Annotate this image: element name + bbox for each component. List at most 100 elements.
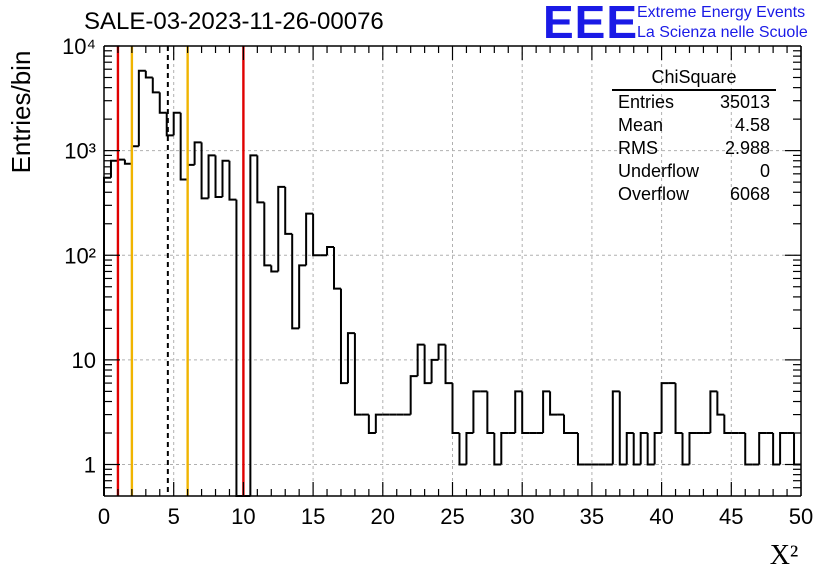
x-axis-label: X²: [770, 540, 799, 571]
x-tick-label: 5: [168, 504, 180, 529]
stats-value: 4.58: [734, 115, 770, 135]
histogram-bin: [374, 413, 383, 434]
histogram-bin: [263, 202, 272, 267]
histogram-bin: [716, 391, 725, 416]
histogram-bin: [611, 390, 620, 465]
histogram-bin: [563, 414, 571, 435]
logo-caption-line2: La Scienza nelle Scuole: [637, 24, 808, 41]
stats-row-rms: RMS 2.988: [612, 137, 776, 160]
histogram-bin: [346, 332, 355, 384]
histogram-bin: [423, 344, 432, 385]
x-tick-label: 35: [580, 504, 604, 529]
histogram-bin: [270, 265, 279, 273]
histogram-bin: [653, 432, 662, 465]
histogram-bin: [576, 433, 585, 466]
eee-logo: EEE: [543, 0, 639, 48]
axes: [103, 45, 802, 497]
histogram-bin: [430, 358, 439, 384]
histogram-bin: [284, 186, 293, 235]
y-tick-label: 10: [72, 348, 96, 373]
histogram-bin: [625, 432, 634, 465]
histogram-bin: [165, 112, 174, 137]
histogram-bin: [305, 212, 314, 266]
reference-lines: [116, 46, 245, 496]
histogram-bin: [660, 382, 669, 434]
histogram-bin: [618, 391, 627, 466]
histogram-bin: [744, 433, 753, 466]
y-axis-label: Entries/bin: [6, 51, 36, 174]
histogram-bin: [137, 69, 146, 147]
stats-value: 6068: [729, 184, 770, 204]
histogram-bin: [277, 185, 286, 272]
stats-title: ChiSquare: [612, 66, 776, 91]
stats-label: RMS: [618, 138, 658, 158]
chart-title: SALE-03-2023-11-26-00076: [84, 8, 384, 35]
histogram-bin: [437, 343, 446, 360]
stats-value: 2.988: [724, 138, 770, 158]
histogram-bin: [793, 433, 801, 466]
histogram-bin: [326, 245, 335, 256]
histogram-bin: [444, 344, 453, 385]
histogram-bin: [472, 390, 481, 434]
histogram-bin: [493, 433, 502, 466]
histogram-bin: [158, 92, 167, 114]
stats-row-underflow: Underflow 0: [612, 160, 776, 183]
histogram-bin: [214, 155, 223, 199]
histogram-bin: [123, 159, 132, 165]
logo-caption-line1: Extreme Energy Events: [637, 4, 806, 21]
histogram-bin: [646, 433, 655, 466]
histogram-bin: [758, 432, 767, 465]
histogram-bin: [200, 142, 209, 200]
histogram-bin: [312, 213, 321, 257]
histogram-bin: [674, 383, 683, 435]
histogram-bin: [228, 160, 237, 201]
y-tick-label: 10²: [64, 243, 96, 268]
histogram-bin: [409, 375, 418, 415]
stats-value: 35013: [719, 92, 770, 112]
x-tick-label: 30: [510, 504, 534, 529]
stats-box: ChiSquare Entries 35013 Mean 4.58 RMS 2.…: [612, 66, 776, 206]
histogram-bin: [709, 390, 718, 434]
histogram-bin: [458, 433, 467, 466]
histogram-bin: [500, 432, 509, 465]
histogram-bin: [144, 70, 153, 79]
histogram-bin: [291, 233, 300, 330]
x-tick-label: 25: [440, 504, 464, 529]
histogram-bin: [339, 288, 348, 385]
histogram-bin: [193, 141, 202, 165]
histogram-bin: [465, 432, 474, 465]
stats-label: Mean: [618, 115, 664, 135]
histogram-bin: [249, 154, 258, 496]
x-tick-label: 15: [301, 504, 325, 529]
stats-label: Underflow: [618, 161, 700, 181]
stats-row-entries: Entries 35013: [612, 91, 776, 114]
stats-label: Entries: [618, 92, 675, 112]
histogram-bin: [298, 264, 307, 329]
histogram-bin: [542, 390, 551, 434]
tick-labels: 0 5 10 15 20 25 30 35 40 45 50 1 10 10² 10³ 10⁴: [62, 34, 813, 529]
histogram-bin: [772, 433, 781, 466]
histogram-bin: [521, 391, 530, 435]
x-tick-label: 10: [231, 504, 255, 529]
x-tick-label: 40: [649, 504, 673, 529]
x-tick-label: 50: [789, 504, 813, 529]
histogram-bin: [723, 414, 732, 435]
histogram-bin: [179, 112, 188, 181]
histogram-bin: [333, 246, 341, 290]
histogram-bin: [779, 432, 788, 465]
histogram-bin: [632, 433, 641, 466]
stats-value: 0: [759, 161, 770, 181]
histogram-bin: [353, 333, 362, 416]
stats-row-overflow: Overflow 6068: [612, 183, 776, 206]
histogram-bin: [688, 432, 697, 465]
y-tick-label: 10³: [64, 139, 96, 164]
x-tick-label: 0: [98, 504, 110, 529]
histogram-bin: [367, 414, 376, 435]
y-tick-label: 10⁴: [62, 34, 96, 59]
y-tick-label: 1: [84, 453, 96, 478]
stats-label: Overflow: [618, 184, 690, 204]
histogram-bin: [451, 383, 460, 435]
x-tick-label: 45: [719, 504, 743, 529]
